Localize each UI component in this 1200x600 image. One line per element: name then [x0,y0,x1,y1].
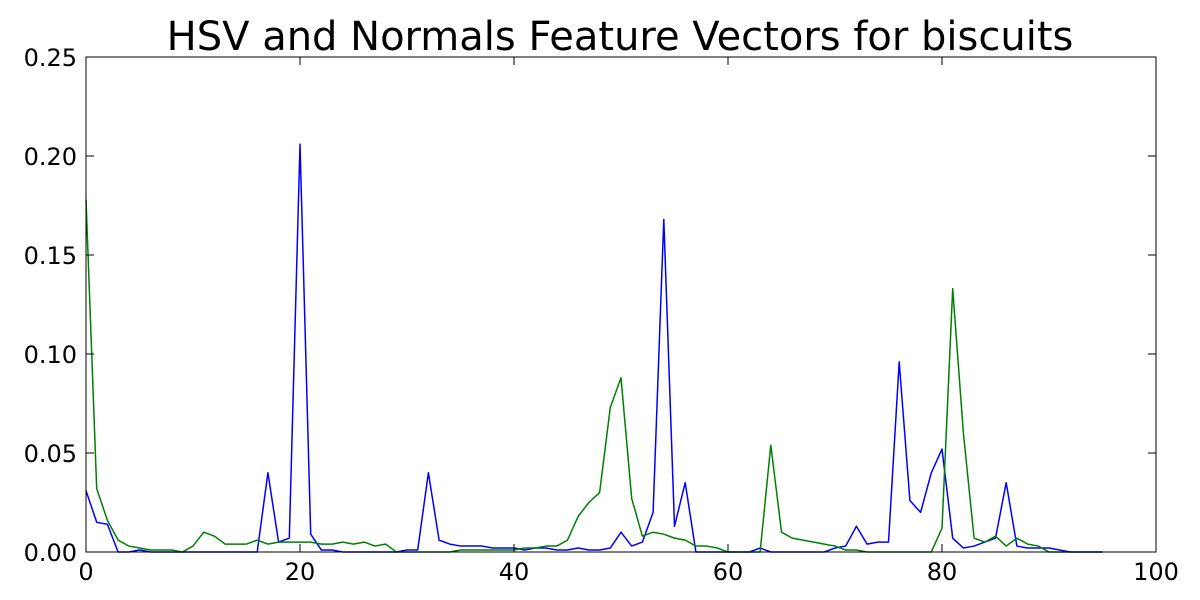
x-tick-label: 0 [78,558,93,586]
chart-title: HSV and Normals Feature Vectors for bisc… [167,14,1074,60]
y-tick-label: 0.15 [24,242,77,270]
y-tick-label: 0.20 [24,143,77,171]
plot-frame [85,56,1157,553]
x-tick-label: 40 [499,558,530,586]
series-layer [85,143,1103,553]
x-tick-label: 60 [713,558,744,586]
x-tick-label: 100 [1133,558,1179,586]
y-tick-label: 0.00 [24,539,77,567]
y-tick-label: 0.10 [24,341,77,369]
axis-ticks: 0 20 40 60 80 100 0.00 0.05 0.10 0.15 0.20 0.25 [24,44,1179,586]
x-tick-label: 80 [927,558,958,586]
y-tick-label: 0.25 [24,44,77,72]
y-tick-label: 0.05 [24,440,77,468]
series-line-2 [85,199,1103,553]
x-tick-label: 20 [285,558,316,586]
